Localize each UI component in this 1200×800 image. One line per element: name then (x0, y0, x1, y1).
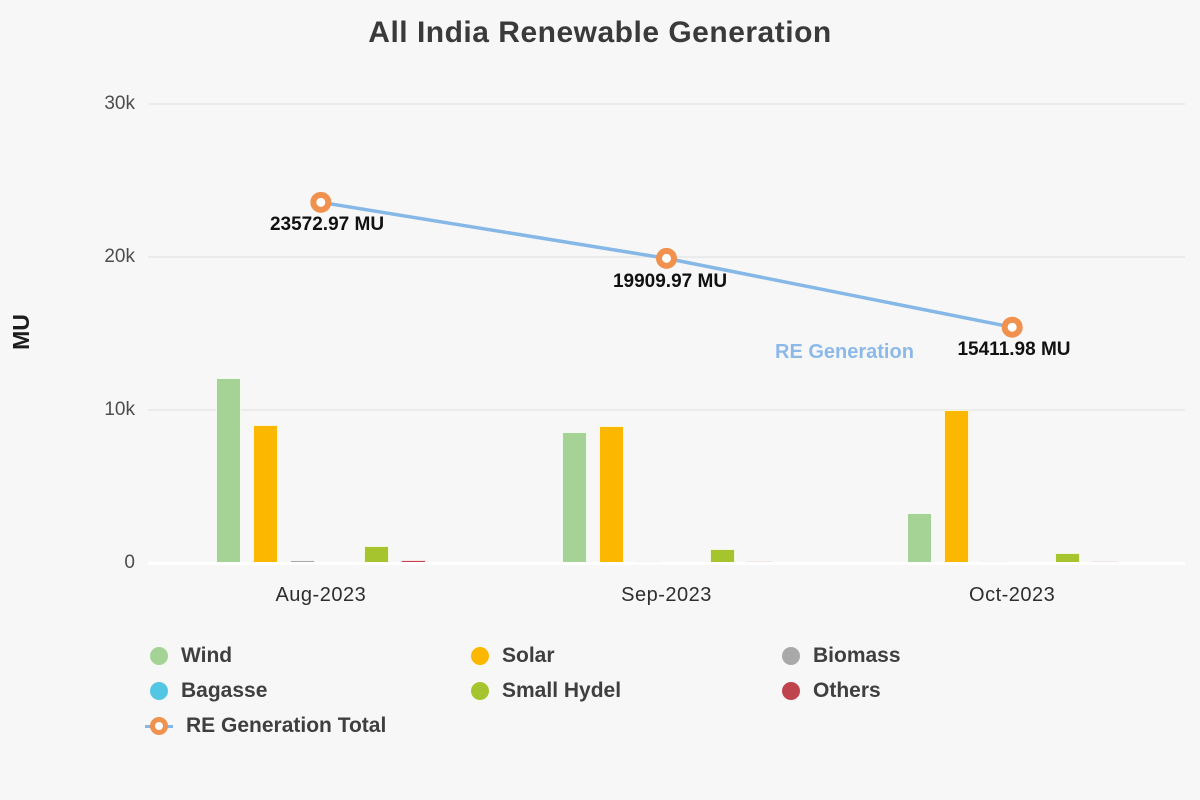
y-tick-label: 0 (124, 552, 135, 573)
legend-item-biomass[interactable]: Biomass (782, 644, 1110, 668)
legend-label: Small Hydel (502, 679, 622, 702)
legend-label: Biomass (813, 644, 901, 667)
bar-small-hydel-Aug-2023[interactable] (363, 546, 389, 563)
chart-title: All India Renewable Generation (368, 16, 832, 49)
legend-item-bagasse[interactable]: Bagasse (150, 679, 471, 703)
small-hydel-legend-dot-icon (471, 682, 489, 700)
re-generation-total-line-marker-icon (145, 717, 173, 735)
legend-label: Others (813, 679, 881, 702)
line-marker-icon[interactable] (1001, 316, 1023, 338)
biomass-legend-dot-icon (782, 647, 800, 665)
legend-item-small-hydel[interactable]: Small Hydel (471, 679, 782, 703)
bar-others-Oct-2023[interactable] (1092, 560, 1118, 563)
line-data-label: 15411.98 MU (957, 339, 1071, 360)
legend-label: RE Generation Total (186, 714, 387, 737)
bar-biomass-Aug-2023[interactable] (289, 560, 315, 563)
x-axis-label-Oct-2023: Oct-2023 (969, 584, 1056, 606)
y-tick-label: 30k (104, 93, 135, 114)
legend-item-others[interactable]: Others (782, 679, 1110, 703)
bar-biomass-Oct-2023[interactable] (981, 560, 1007, 563)
bar-others-Aug-2023[interactable] (400, 560, 426, 563)
wind-legend-dot-icon (150, 647, 168, 665)
x-axis-label-Sep-2023: Sep-2023 (621, 584, 712, 606)
gridline-10k (148, 409, 1185, 411)
bar-wind-Oct-2023[interactable] (907, 512, 933, 563)
gridline-30k (148, 103, 1185, 105)
x-axis-label-Aug-2023: Aug-2023 (275, 584, 367, 606)
legend-item-re-generation-total[interactable]: RE Generation Total (145, 714, 1110, 738)
legend-item-solar[interactable]: Solar (471, 644, 782, 668)
line-series-layer (310, 191, 1023, 338)
others-legend-dot-icon (782, 682, 800, 700)
bar-solar-Aug-2023[interactable] (252, 424, 278, 563)
y-tick-label: 20k (104, 246, 135, 267)
line-data-label: 23572.97 MU (269, 214, 385, 235)
legend-label: Solar (502, 644, 555, 667)
series-name-label: RE Generation (775, 341, 914, 363)
plot-area: RE Generation 23572.97 MU 19909.97 MU 1541… (148, 103, 1185, 565)
bar-wind-Aug-2023[interactable] (215, 377, 241, 563)
y-tick-label: 10k (104, 399, 135, 420)
bagasse-legend-dot-icon (150, 682, 168, 700)
bar-wind-Sep-2023[interactable] (561, 431, 587, 563)
legend-label: Wind (181, 644, 233, 667)
bar-solar-Sep-2023[interactable] (598, 425, 624, 563)
solar-legend-dot-icon (471, 647, 489, 665)
legend-item-wind[interactable]: Wind (150, 644, 471, 668)
gridline-0 (148, 562, 1185, 565)
legend: Wind Solar Biomass Bagasse Small Hydel O… (145, 644, 1110, 738)
bar-solar-Oct-2023[interactable] (944, 410, 970, 563)
bar-biomass-Sep-2023[interactable] (635, 560, 661, 563)
legend-label: Bagasse (181, 679, 268, 702)
line-marker-icon[interactable] (656, 247, 677, 269)
y-axis-title: MU (8, 314, 34, 350)
line-data-label: 19909.97 MU (612, 271, 728, 292)
bar-others-Sep-2023[interactable] (746, 560, 772, 563)
bar-small-hydel-Sep-2023[interactable] (709, 548, 735, 563)
bar-small-hydel-Oct-2023[interactable] (1055, 552, 1081, 563)
line-marker-icon[interactable] (310, 191, 332, 213)
